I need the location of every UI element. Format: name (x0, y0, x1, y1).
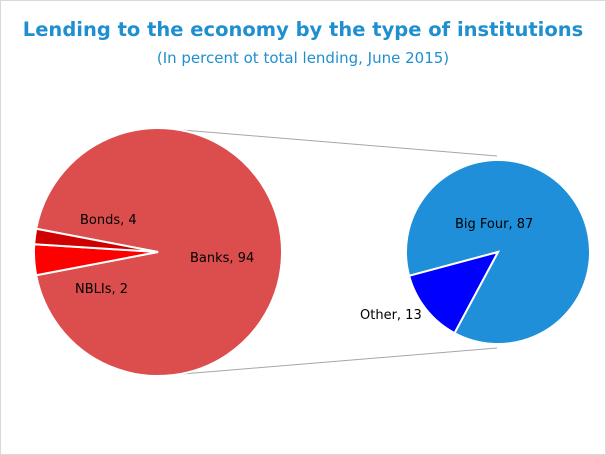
connector-line-bottom (157, 347, 498, 377)
label-big-four: Big Four, 87 (455, 217, 533, 232)
chart-title: Lending to the economy by the type of in… (22, 18, 584, 41)
label-other: Other, 13 (360, 308, 422, 323)
label-bonds: Bonds, 4 (80, 213, 137, 228)
slice-nblis (33, 227, 159, 253)
slice-other (407, 250, 500, 335)
connector-line-top (157, 127, 498, 157)
label-banks: Banks, 94 (190, 251, 254, 266)
label-nblis: NBLIs, 2 (75, 282, 128, 297)
chart-subtitle: (In percent ot total lending, June 2015) (156, 49, 450, 67)
slice-banks (35, 127, 283, 377)
